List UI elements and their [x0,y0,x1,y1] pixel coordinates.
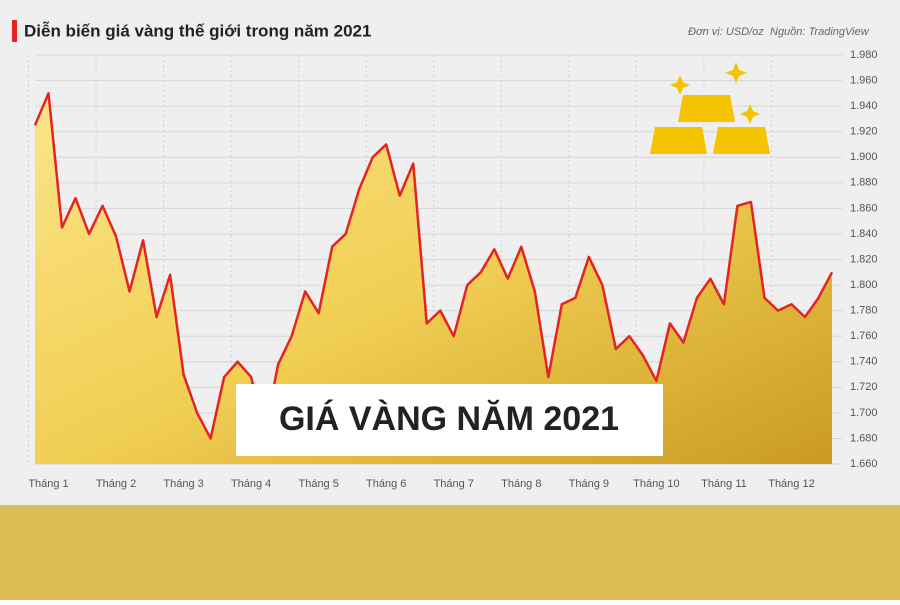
y-tick-label: 1.760 [850,330,878,342]
x-tick-label: Tháng 5 [298,478,338,490]
banner-box [236,384,663,456]
x-tick-label: Tháng 2 [96,478,136,490]
line [33,92,834,440]
y-tick-label: 1.840 [850,228,878,240]
y-tick-label: 1.680 [850,432,878,444]
x-tick-label: Tháng 1 [28,478,68,490]
chart-title: Diễn biến giá vàng thế giới trong năm 20… [24,21,371,40]
y-tick-label: 1.660 [850,458,878,470]
area [35,93,832,464]
gold-bars-icon [650,62,770,154]
x-tick-label: Tháng 7 [434,478,474,490]
x-tick-label: Tháng 11 [701,478,747,490]
y-tick-label: 1.820 [850,253,878,265]
y-tick-label: 1.700 [850,407,878,419]
y-tick-label: 1.940 [850,100,878,112]
x-tick-label: Tháng 9 [569,478,609,490]
x-tick-label: Tháng 8 [501,478,541,490]
banner-text: GIÁ VÀNG NĂM 2021 [279,400,619,438]
y-tick-label: 1.980 [850,49,878,61]
unit-note: Đơn vị: USD/oz [688,26,764,38]
y-tick-label: 1.860 [850,202,878,214]
x-tick-label: Tháng 12 [768,478,814,490]
x-tick-label: Tháng 6 [366,478,406,490]
source-note: Nguồn: TradingView [770,26,870,38]
y-tick-label: 1.720 [850,381,878,393]
title-accent [12,20,17,42]
y-tick-label: 1.920 [850,126,878,138]
y-tick-label: 1.800 [850,279,878,291]
y-tick-label: 1.880 [850,177,878,189]
plot: 1.660 1.680 1.700 1.720 1.740 1.760 1.780 1.800… [28,49,878,490]
x-tick-label: Tháng 3 [163,478,203,490]
y-tick-label: 1.780 [850,305,878,317]
y-tick-label: 1.740 [850,356,878,368]
x-tick-label: Tháng 4 [231,478,271,490]
bottom-band [0,505,900,600]
x-tick-label: Tháng 10 [633,478,679,490]
y-tick-label: 1.900 [850,151,878,163]
y-tick-label: 1.960 [850,74,878,86]
